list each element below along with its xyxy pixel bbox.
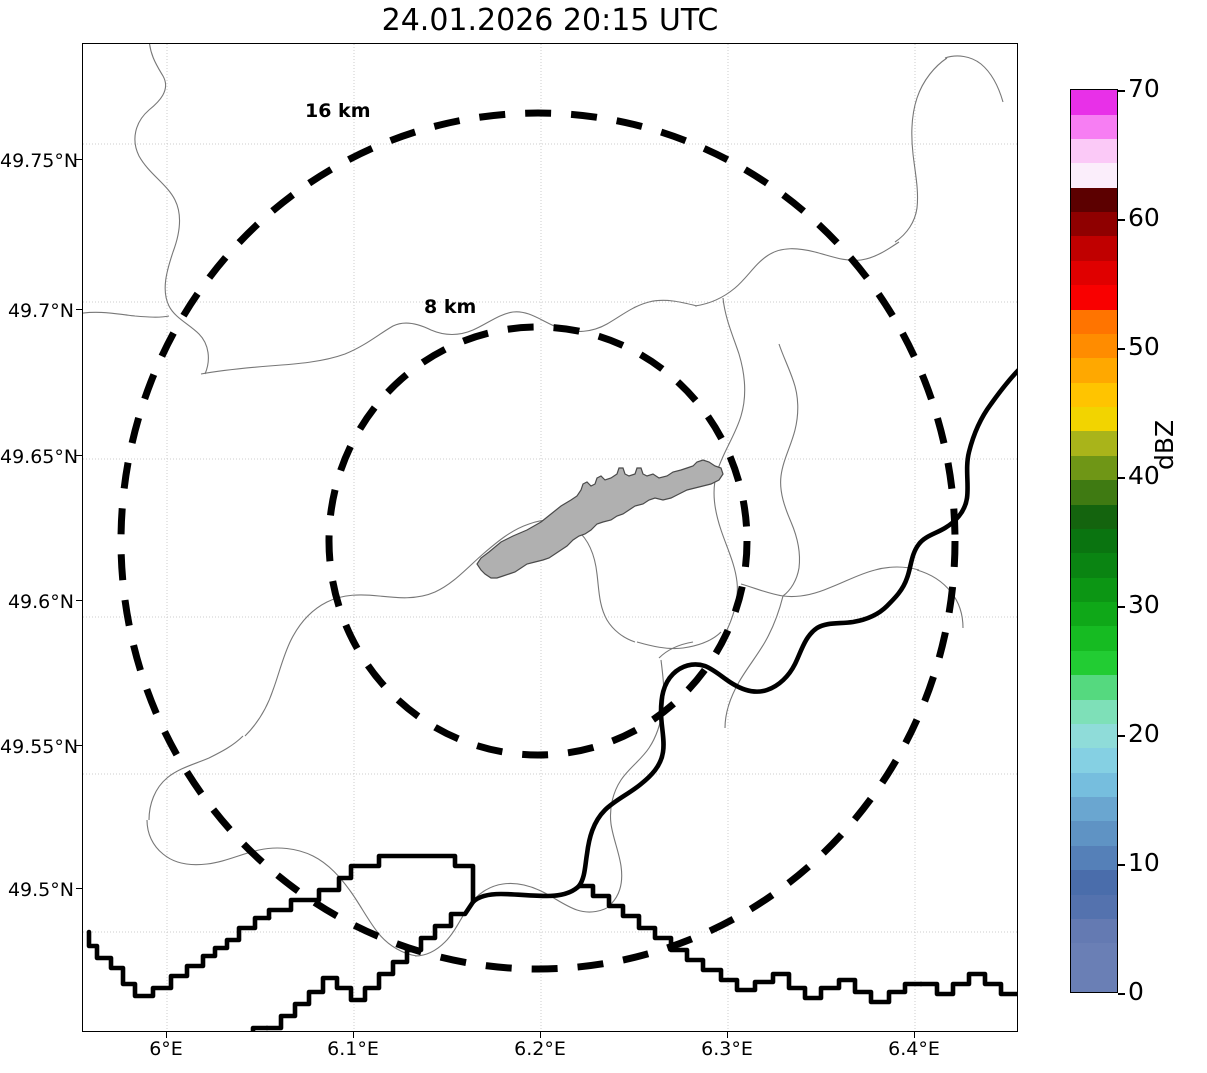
colorbar-label-70: 70 <box>1128 74 1160 103</box>
colorbar-band-13 <box>1071 650 1117 676</box>
colorbar-label-60: 60 <box>1128 203 1160 232</box>
colorbar-band-20 <box>1071 480 1117 505</box>
y-tick-mark <box>76 745 82 747</box>
colorbar-label-30: 30 <box>1128 590 1160 619</box>
range-ring-label-8km: 8 km <box>424 296 477 318</box>
x-tick-label-6-3: 6.3°E <box>701 1038 753 1060</box>
colorbar-band-8 <box>1071 772 1117 797</box>
range-ring-label-16km: 16 km <box>305 100 371 122</box>
colorbar-band-10 <box>1071 723 1117 749</box>
y-tick-mark <box>76 888 82 890</box>
colorbar-gradient <box>1070 89 1118 993</box>
colorbar-band-33 <box>1071 163 1117 188</box>
y-tick-mark <box>76 309 82 311</box>
colorbar-band-23 <box>1071 407 1117 432</box>
y-tick-mark <box>76 600 82 602</box>
map-canvas <box>83 44 1017 1031</box>
colorbar-tick-0 <box>1118 993 1125 995</box>
lake-polygon <box>476 459 724 579</box>
range-ring-16km <box>117 109 959 973</box>
colorbar-band-36 <box>1071 90 1117 115</box>
x-tick-mark <box>727 1032 729 1038</box>
colorbar-band-28 <box>1071 285 1117 310</box>
colorbar-label-40: 40 <box>1128 461 1160 490</box>
colorbar-band-22 <box>1071 431 1117 456</box>
y-tick-mark <box>76 455 82 457</box>
colorbar-band-14 <box>1071 626 1117 651</box>
map-axes[interactable] <box>82 43 1018 1032</box>
colorbar-label-50: 50 <box>1128 332 1160 361</box>
y-tick-label-49-65: 49.65°N <box>0 446 79 468</box>
colorbar-band-24 <box>1071 382 1117 407</box>
y-tick-label-49-7: 49.7°N <box>7 300 74 322</box>
colorbar-band-29 <box>1071 260 1117 286</box>
colorbar-band-5 <box>1071 845 1117 871</box>
y-tick-label-49-6: 49.6°N <box>7 591 74 613</box>
colorbar-band-25 <box>1071 358 1117 383</box>
colorbar-band-21 <box>1071 455 1117 481</box>
colorbar-band-0 <box>1071 967 1117 992</box>
district-boundaries <box>83 44 1004 957</box>
colorbar-band-9 <box>1071 748 1117 773</box>
x-tick-label-6-4: 6.4°E <box>888 1038 940 1060</box>
x-tick-mark <box>540 1032 542 1038</box>
y-tick-label-49-75: 49.75°N <box>0 150 79 172</box>
colorbar-band-6 <box>1071 821 1117 846</box>
colorbar-tick-40 <box>1118 477 1125 479</box>
colorbar-band-34 <box>1071 138 1117 164</box>
national-border <box>86 368 1017 1031</box>
colorbar-band-30 <box>1071 236 1117 261</box>
colorbar-band-16 <box>1071 577 1117 602</box>
colorbar-tick-30 <box>1118 606 1125 608</box>
colorbar-band-12 <box>1071 675 1117 700</box>
colorbar-tick-60 <box>1118 219 1125 221</box>
colorbar-label-0: 0 <box>1128 977 1144 1006</box>
colorbar[interactable] <box>1070 89 1118 993</box>
range-ring-8km <box>325 323 751 759</box>
x-tick-label-6-2: 6.2°E <box>514 1038 566 1060</box>
x-tick-mark <box>353 1032 355 1038</box>
colorbar-band-31 <box>1071 212 1117 237</box>
colorbar-band-27 <box>1071 309 1117 334</box>
colorbar-band-35 <box>1071 114 1117 139</box>
colorbar-label-10: 10 <box>1128 848 1160 877</box>
colorbar-band-17 <box>1071 553 1117 578</box>
colorbar-band-3 <box>1071 894 1117 919</box>
colorbar-band-18 <box>1071 528 1117 554</box>
colorbar-band-2 <box>1071 918 1117 944</box>
x-tick-mark <box>166 1032 168 1038</box>
colorbar-tick-10 <box>1118 864 1125 866</box>
colorbar-band-26 <box>1071 333 1117 359</box>
x-tick-label-6: 6°E <box>149 1038 183 1060</box>
x-tick-label-6-1: 6.1°E <box>327 1038 379 1060</box>
colorbar-band-15 <box>1071 602 1117 627</box>
colorbar-band-1 <box>1071 943 1117 968</box>
colorbar-title: dBZ <box>1150 419 1179 470</box>
colorbar-band-19 <box>1071 504 1117 529</box>
colorbar-band-7 <box>1071 797 1117 822</box>
grid-lines <box>83 44 1017 1031</box>
colorbar-band-4 <box>1071 870 1117 895</box>
x-tick-mark <box>914 1032 916 1038</box>
colorbar-tick-20 <box>1118 735 1125 737</box>
page-title: 24.01.2026 20:15 UTC <box>381 3 719 38</box>
colorbar-tick-70 <box>1118 90 1125 92</box>
y-tick-label-49-5: 49.5°N <box>7 879 74 901</box>
y-tick-label-49-55: 49.55°N <box>0 736 79 758</box>
colorbar-label-20: 20 <box>1128 719 1160 748</box>
colorbar-tick-50 <box>1118 348 1125 350</box>
colorbar-band-32 <box>1071 187 1117 212</box>
colorbar-band-11 <box>1071 699 1117 724</box>
y-tick-mark <box>76 159 82 161</box>
